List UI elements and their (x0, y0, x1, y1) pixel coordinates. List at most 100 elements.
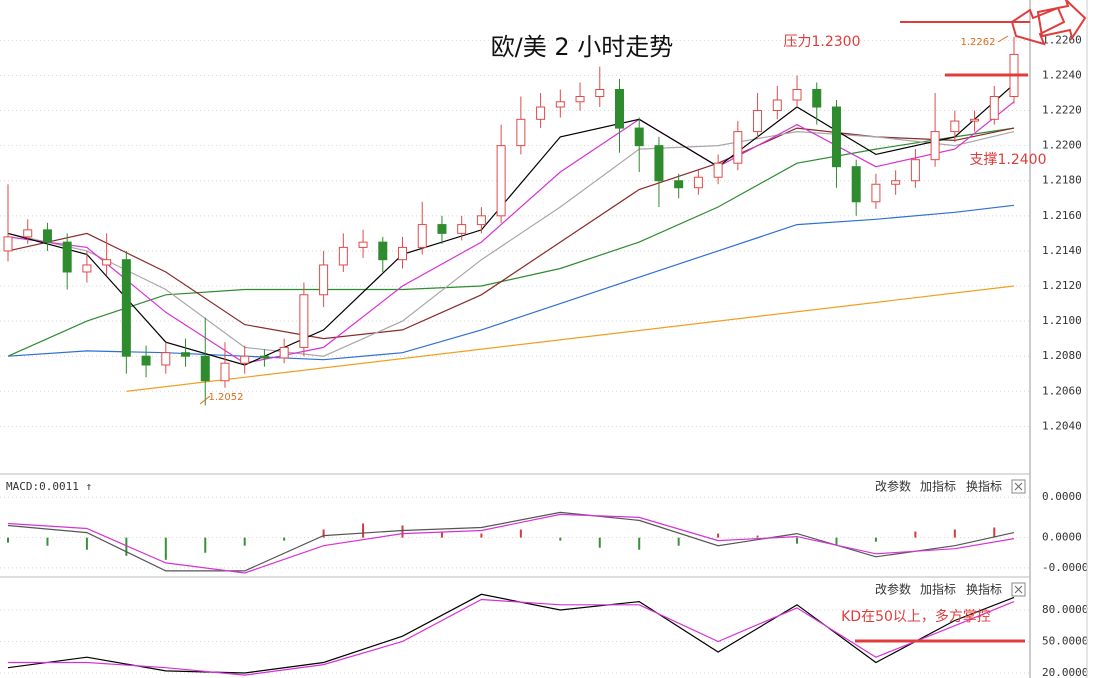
button[interactable]: 换指标 (966, 582, 1002, 597)
annotation: 1.2052 (209, 392, 244, 403)
y-tick-label: 1.2060 (1042, 384, 1082, 397)
annotation: KD在50以上，多方掌控 (841, 608, 991, 625)
histogram-bar (953, 529, 956, 538)
candle-body (496, 145, 506, 217)
y-tick-label: -0.0000 (1042, 561, 1088, 574)
close-button[interactable] (1011, 582, 1026, 597)
y-tick-label: 1.2160 (1042, 209, 1082, 222)
candle-body (82, 264, 92, 273)
candle-body (575, 96, 585, 103)
candle-body (654, 145, 664, 182)
candle-body (831, 106, 841, 168)
histogram-bar (401, 525, 404, 538)
line (7, 130, 1015, 357)
annotation: 压力1.2300 (784, 34, 861, 50)
y-tick-label: 1.2100 (1042, 314, 1082, 327)
line (7, 83, 1015, 366)
candle-body (595, 88, 605, 98)
candle-body (555, 101, 565, 108)
candle-body (989, 96, 999, 120)
line (7, 204, 1015, 361)
button[interactable]: 加指标 (920, 582, 956, 597)
button[interactable]: 改参数 (875, 582, 911, 597)
candle-body (279, 346, 289, 359)
histogram-bar (283, 537, 286, 541)
y-tick-label: 1.2180 (1042, 174, 1082, 187)
candle-body (871, 183, 881, 203)
y-tick-label: 0.0000 (1042, 490, 1082, 503)
histogram-bar (480, 533, 483, 538)
close-button[interactable] (1011, 479, 1026, 494)
candle-body (457, 224, 467, 234)
histogram-bar (874, 537, 877, 542)
candle-body (358, 241, 368, 248)
histogram-bar (322, 529, 325, 538)
candle-body (417, 224, 427, 248)
arrow-icon (1036, 0, 1087, 41)
line (126, 285, 1015, 392)
histogram-bar (85, 537, 88, 550)
candle-body (812, 88, 822, 108)
histogram-bar (164, 537, 167, 560)
candle-body (319, 264, 329, 296)
histogram-bar (677, 537, 680, 546)
candle-body (772, 99, 782, 112)
indicator-label: MACD:0.0011 ↑ (6, 480, 92, 493)
candle-body (42, 229, 52, 243)
histogram-bar (519, 529, 522, 538)
histogram-bar (440, 531, 443, 538)
candle-body (181, 352, 191, 357)
candle-body (674, 180, 684, 189)
pointer (997, 35, 1009, 43)
histogram-bar (125, 537, 128, 556)
candle-body (693, 176, 703, 189)
candle-body (753, 110, 763, 133)
candle-body (23, 229, 33, 238)
histogram-bar (638, 537, 641, 550)
candle-body (200, 355, 210, 382)
grid: 1.22601.22401.22201.22001.21801.21601.21… (0, 33, 1088, 678)
candle-body (3, 236, 13, 252)
candle-body (240, 355, 250, 364)
candle-body (378, 241, 388, 261)
candle-body (733, 131, 743, 164)
candle-body (476, 215, 486, 226)
annotation: 1.2262 (961, 37, 996, 48)
histogram-bar (835, 537, 838, 546)
histogram-bar (204, 537, 207, 553)
histogram-bar (7, 537, 9, 543)
pointer (199, 395, 211, 405)
candle-body (634, 127, 644, 147)
y-tick-label: 1.2200 (1042, 139, 1082, 152)
candle-body (970, 118, 980, 122)
candle-body (102, 259, 112, 266)
button[interactable]: 加指标 (920, 479, 956, 494)
histogram-bar (756, 535, 759, 538)
candle-body (220, 362, 230, 382)
candle-body (62, 241, 72, 273)
candle-body (614, 88, 624, 129)
candle-body (891, 180, 901, 185)
chart-title: 欧/美 2 小时走势 (491, 33, 674, 61)
y-tick-label: 0.0000 (1042, 531, 1082, 544)
y-tick-label: 1.2080 (1042, 349, 1082, 362)
button[interactable]: 改参数 (875, 479, 911, 494)
y-tick-label: 1.2140 (1042, 244, 1082, 257)
line (8, 598, 1015, 676)
histogram-bar (796, 537, 799, 544)
histogram-bar (993, 527, 996, 538)
candle-body (713, 162, 723, 178)
candle-body (338, 246, 348, 266)
line (7, 511, 1015, 572)
y-tick-label: 1.2120 (1042, 279, 1082, 292)
y-tick-label: 1.2240 (1042, 68, 1082, 81)
histogram-bar (46, 537, 49, 546)
button[interactable]: 换指标 (966, 479, 1002, 494)
histogram-bar (559, 537, 562, 541)
candle-body (121, 259, 131, 357)
histogram-bar (362, 523, 365, 538)
arrow-icon (1010, 6, 1066, 46)
y-tick-label: 20.0000 (1042, 666, 1088, 678)
line (7, 101, 1015, 364)
